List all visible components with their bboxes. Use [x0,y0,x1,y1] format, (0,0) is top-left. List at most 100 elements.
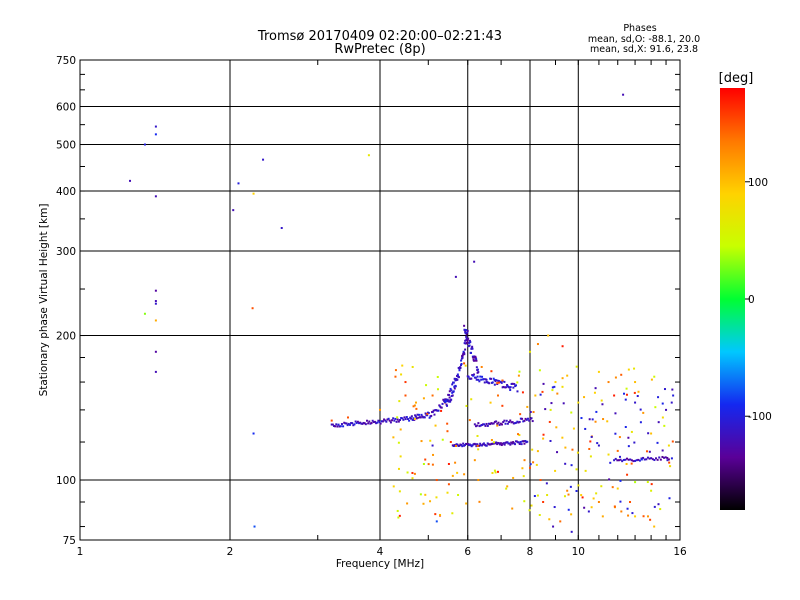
data-point [481,444,484,447]
data-point [627,458,630,461]
data-point [523,459,526,462]
data-point [462,442,465,445]
data-point [657,421,660,424]
data-point [668,461,671,464]
grid-lines [80,60,680,540]
data-point [479,375,482,378]
data-point [498,381,501,384]
data-point [636,395,639,398]
data-point [517,421,520,424]
x-axis-label: Frequency [MHz] [336,558,424,570]
data-point [451,474,454,477]
data-point [663,424,666,427]
data-point [350,422,353,425]
data-point [570,411,573,414]
data-point [490,370,493,373]
data-point [464,339,467,342]
data-point [503,443,506,446]
data-point [440,409,443,412]
chart-subtitle: RwPretec (8p) [334,42,425,57]
data-point [511,421,514,424]
data-point [375,422,378,425]
data-point [143,312,146,315]
data-point [667,458,670,461]
data-point [154,300,157,303]
data-point [542,500,545,503]
data-point [454,385,457,388]
data-point [513,382,516,385]
data-point [512,476,515,479]
data-point [482,378,485,381]
data-point [361,422,364,425]
colorbar-tick-label: 100 [748,177,768,189]
data-point [405,416,408,419]
data-point [607,381,610,384]
data-point [394,417,397,420]
data-point [544,408,547,411]
data-point [639,421,642,424]
data-point [596,442,599,445]
data-point [464,342,467,345]
data-point [463,324,466,327]
data-point [591,418,594,421]
data-point [506,383,509,386]
data-point [624,398,627,401]
data-point [634,401,637,404]
data-point [463,329,466,332]
data-point [518,443,521,446]
data-point [356,420,359,423]
data-point [608,478,611,481]
data-point [453,387,456,390]
data-point [496,394,499,397]
data-point [427,412,430,415]
data-point [342,425,345,428]
data-point [364,423,367,426]
data-point [564,462,567,465]
data-point [472,356,475,359]
data-point [575,489,578,492]
data-point [385,420,388,423]
data-point [353,423,356,426]
data-point [143,143,146,146]
data-point [593,391,596,394]
data-point [496,424,499,427]
data-point [461,355,464,358]
data-point [613,459,616,462]
data-point [589,455,592,458]
data-point [433,413,436,416]
data-point [464,330,467,333]
data-point [435,479,438,482]
data-point [580,417,583,420]
data-point [646,456,649,459]
data-point [512,422,515,425]
data-point [465,404,468,407]
data-point [454,275,457,278]
data-point [414,414,417,417]
data-point [456,471,459,474]
data-point [550,402,553,405]
data-point [336,425,339,428]
data-point [530,417,533,420]
data-point [386,418,389,421]
data-point [670,401,673,404]
data-point [475,366,478,369]
data-point [535,463,538,466]
data-point [460,364,463,367]
data-point [471,347,474,350]
data-point [627,436,630,439]
data-point [501,404,504,407]
data-point [616,449,619,452]
data-point [413,472,416,475]
data-point [465,335,468,338]
data-point [600,485,603,488]
x-axis-ticks: 1 2 4 6 8 10 16 [77,60,687,558]
data-point [545,482,548,485]
data-point [553,506,556,509]
data-point [456,378,459,381]
data-point [549,408,552,411]
data-point [531,448,534,451]
data-point [453,385,456,388]
data-point [519,440,522,443]
data-point [588,447,591,450]
phases-heading: Phases [623,23,656,34]
